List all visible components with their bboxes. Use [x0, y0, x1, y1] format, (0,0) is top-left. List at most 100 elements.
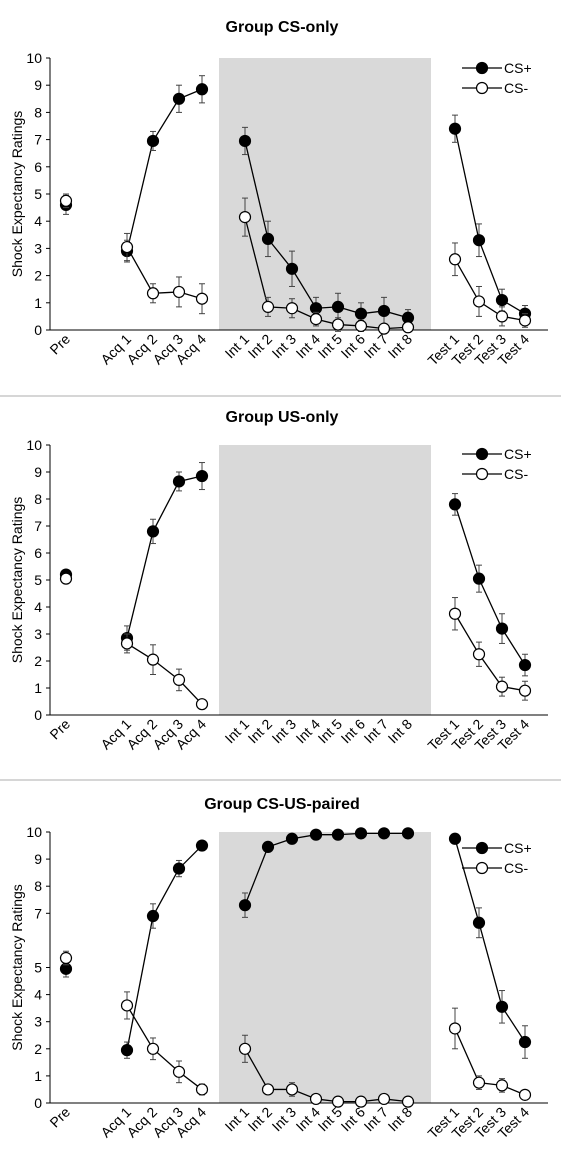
series-line: [126, 845, 203, 1051]
y-tick-label: 2: [34, 268, 42, 284]
data-point: [331, 318, 345, 331]
x-tick-label-int-7: Int 7: [361, 331, 392, 362]
data-point: [195, 1083, 209, 1096]
series-line: [126, 246, 203, 300]
data-point: [354, 827, 368, 840]
legend-marker: [475, 861, 489, 875]
x-tick-label-int-8: Int 8: [385, 716, 416, 747]
data-point: [172, 475, 186, 488]
data-point: [172, 285, 186, 299]
data-point: [377, 1092, 391, 1106]
legend-label: CS-: [504, 466, 528, 482]
data-point: [309, 828, 323, 841]
data-point: [518, 658, 532, 672]
data-point: [401, 827, 415, 840]
y-axis-label: Shock Expectancy Ratings: [9, 497, 25, 664]
y-tick-label: 8: [34, 878, 42, 894]
y-tick-label: 9: [34, 464, 42, 480]
y-tick-label: 10: [26, 824, 42, 840]
legend-label: CS+: [504, 840, 532, 856]
series-line: [454, 838, 526, 1043]
data-point: [354, 319, 368, 333]
data-point: [495, 293, 509, 307]
y-tick-label: 9: [34, 77, 42, 93]
data-point: [518, 684, 532, 697]
y-tick-label: 4: [34, 213, 42, 229]
series-line: [454, 504, 526, 666]
y-tick-label: 10: [26, 50, 42, 66]
series-cs-plus: [59, 462, 532, 677]
y-tick-label: 7: [34, 518, 42, 534]
data-point: [448, 253, 462, 266]
y-tick-label: 1: [34, 680, 42, 696]
y-tick-label: 2: [34, 653, 42, 669]
legend-marker: [475, 447, 489, 461]
data-point: [195, 292, 209, 305]
y-tick-label: 3: [34, 240, 42, 256]
data-point: [120, 240, 134, 254]
series-line: [126, 642, 203, 705]
series-line: [454, 258, 526, 322]
chart-title: Group CS-US-paired: [204, 796, 360, 813]
chart-panel-cs-us-paired: Group CS-US-paired 0 1 2 3 4 5 7 8 9 10 Shock Expec…: [0, 781, 561, 1162]
series-line: [126, 88, 203, 252]
data-point: [448, 498, 462, 511]
data-point: [495, 622, 509, 635]
data-point: [354, 307, 368, 320]
data-point: [285, 262, 299, 275]
data-point: [146, 909, 160, 923]
data-point: [377, 322, 391, 335]
data-point: [172, 92, 186, 105]
data-point: [401, 321, 415, 334]
data-point: [195, 469, 209, 483]
y-axis-label: Shock Expectancy Ratings: [9, 884, 25, 1051]
legend-marker: [475, 81, 489, 95]
data-point: [238, 211, 252, 224]
y-tick-label: 1: [34, 295, 42, 311]
data-point: [401, 1095, 415, 1108]
series-cs-plus: [59, 827, 532, 1059]
data-point: [448, 1022, 462, 1035]
data-point: [377, 304, 391, 318]
data-point: [146, 1042, 160, 1055]
data-point: [261, 1083, 275, 1096]
x-tick-label-int-3: Int 3: [269, 716, 300, 747]
y-tick-label: 8: [34, 104, 42, 120]
data-point: [472, 648, 486, 661]
data-point: [285, 832, 299, 845]
y-tick-label: 5: [34, 572, 42, 588]
shaded-phase-region: [219, 58, 431, 330]
y-tick-label: 6: [34, 159, 42, 175]
shaded-phase-region: [219, 832, 431, 1103]
y-tick-label: 9: [34, 851, 42, 867]
x-tick-label-pre: Pre: [46, 1104, 73, 1131]
data-point: [172, 1065, 186, 1078]
y-tick-label: 5: [34, 960, 42, 976]
data-point: [331, 828, 345, 841]
x-tick-label-int-8: Int 8: [385, 1104, 416, 1135]
chart-title: Group CS-only: [226, 19, 339, 36]
data-point: [472, 1076, 486, 1089]
legend-label: CS-: [504, 80, 528, 96]
data-point: [472, 234, 486, 247]
legend-marker: [475, 467, 489, 481]
data-point: [195, 698, 209, 711]
data-point: [146, 134, 160, 148]
y-axis-label: Shock Expectancy Ratings: [9, 111, 25, 278]
y-tick-label: 10: [26, 437, 42, 453]
data-point: [238, 134, 252, 148]
panel-separator: [0, 395, 561, 397]
data-point: [120, 637, 134, 650]
data-point: [448, 122, 462, 135]
data-point: [59, 194, 73, 207]
data-point: [285, 1083, 299, 1096]
y-tick-label: 7: [34, 905, 42, 921]
series-cs-minus: [59, 572, 532, 711]
data-point: [172, 673, 186, 686]
data-point: [495, 680, 509, 693]
data-point: [59, 572, 73, 585]
chart-panel-cs-only: Group CS-only 0 1 2 3 4 5 6 7 8 9 10 Shock Expectanc…: [0, 0, 561, 395]
y-tick-label: 1: [34, 1068, 42, 1084]
y-tick-label: 4: [34, 987, 42, 1003]
x-tick-label-int-2: Int 2: [245, 1104, 276, 1135]
